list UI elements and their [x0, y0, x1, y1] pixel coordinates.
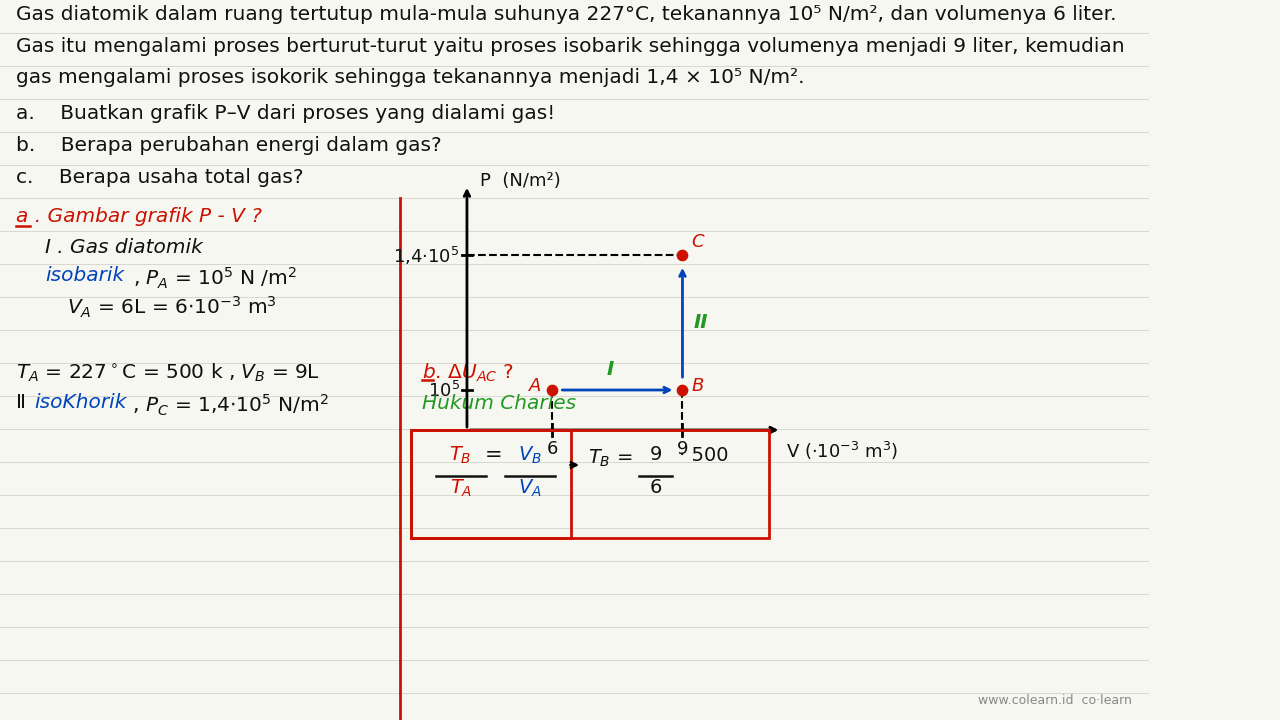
Text: Ⅱ: Ⅱ — [17, 393, 32, 412]
Text: $T_A$: $T_A$ — [449, 478, 472, 499]
Bar — [411, 430, 571, 538]
Text: a.    Buatkan grafik P–V dari proses yang dialami gas!: a. Buatkan grafik P–V dari proses yang d… — [17, 104, 556, 123]
Text: B: B — [691, 377, 704, 395]
Text: gas mengalami proses isokorik sehingga tekanannya menjadi 1,4 × 10⁵ N/m².: gas mengalami proses isokorik sehingga t… — [17, 68, 805, 87]
Text: Gas itu mengalami proses berturut-turut yaitu proses isobarik sehingga volumenya: Gas itu mengalami proses berturut-turut … — [17, 37, 1125, 56]
Text: $V_A$ = 6L = 6$\cdot$10$^{-3}$ m$^3$: $V_A$ = 6L = 6$\cdot$10$^{-3}$ m$^3$ — [68, 295, 276, 320]
Bar — [411, 430, 769, 538]
Text: $\it{b}$. $\Delta U_{AC}$ ?: $\it{b}$. $\Delta U_{AC}$ ? — [422, 362, 513, 384]
Text: 1,4$\cdot$10$^5$: 1,4$\cdot$10$^5$ — [393, 245, 460, 267]
Text: а . Gambar grafik P - V ?: а . Gambar grafik P - V ? — [17, 207, 262, 226]
Text: $V_A$: $V_A$ — [518, 478, 541, 499]
Text: b.    Berapa perubahan energi dalam gas?: b. Berapa perubahan energi dalam gas? — [17, 136, 442, 155]
Text: A: A — [529, 377, 541, 395]
Text: c.    Berapa usaha total gas?: c. Berapa usaha total gas? — [17, 168, 303, 187]
Text: Hukum Charles: Hukum Charles — [422, 394, 576, 413]
Text: 10$^5$: 10$^5$ — [428, 381, 460, 401]
Text: Gas diatomik dalam ruang tertutup mula-mula suhunya 227°C, tekanannya 10⁵ N/m², : Gas diatomik dalam ruang tertutup mula-m… — [17, 5, 1116, 24]
Text: 6: 6 — [547, 440, 558, 458]
Text: P  (N/m²): P (N/m²) — [480, 172, 561, 190]
Text: 9: 9 — [649, 445, 662, 464]
Text: $V_B$: $V_B$ — [518, 445, 541, 467]
Text: 9: 9 — [677, 440, 689, 458]
Text: www.colearn.id  co·learn: www.colearn.id co·learn — [978, 694, 1132, 707]
Text: $T_B$: $T_B$ — [449, 445, 472, 467]
Text: II: II — [694, 313, 708, 332]
Text: C: C — [691, 233, 704, 251]
Text: V ($\cdot$10$^{-3}$ m$^3$): V ($\cdot$10$^{-3}$ m$^3$) — [786, 440, 899, 462]
Text: I . Gas diatomik: I . Gas diatomik — [45, 238, 202, 257]
Text: · 500: · 500 — [678, 446, 728, 464]
Point — [672, 384, 692, 396]
Text: $T_B$ =: $T_B$ = — [589, 448, 635, 469]
Text: , $\it{P}_C$ = 1,4$\cdot$10$^5$ N/m$^2$: , $\it{P}_C$ = 1,4$\cdot$10$^5$ N/m$^2$ — [125, 393, 329, 418]
Point — [541, 384, 562, 396]
Text: I: I — [607, 360, 614, 379]
Text: isoKhorik: isoKhorik — [35, 393, 127, 412]
Text: =: = — [485, 445, 503, 465]
Text: , $\it{P}_A$ = 10$^5$ N /m$^2$: , $\it{P}_A$ = 10$^5$ N /m$^2$ — [133, 266, 297, 291]
Point — [672, 249, 692, 261]
Text: $T_A$ = 227$^\circ$C = 500 k , $V_B$ = 9L: $T_A$ = 227$^\circ$C = 500 k , $V_B$ = 9… — [17, 362, 320, 384]
Text: 6: 6 — [649, 478, 662, 497]
Text: isobarik: isobarik — [45, 266, 124, 285]
